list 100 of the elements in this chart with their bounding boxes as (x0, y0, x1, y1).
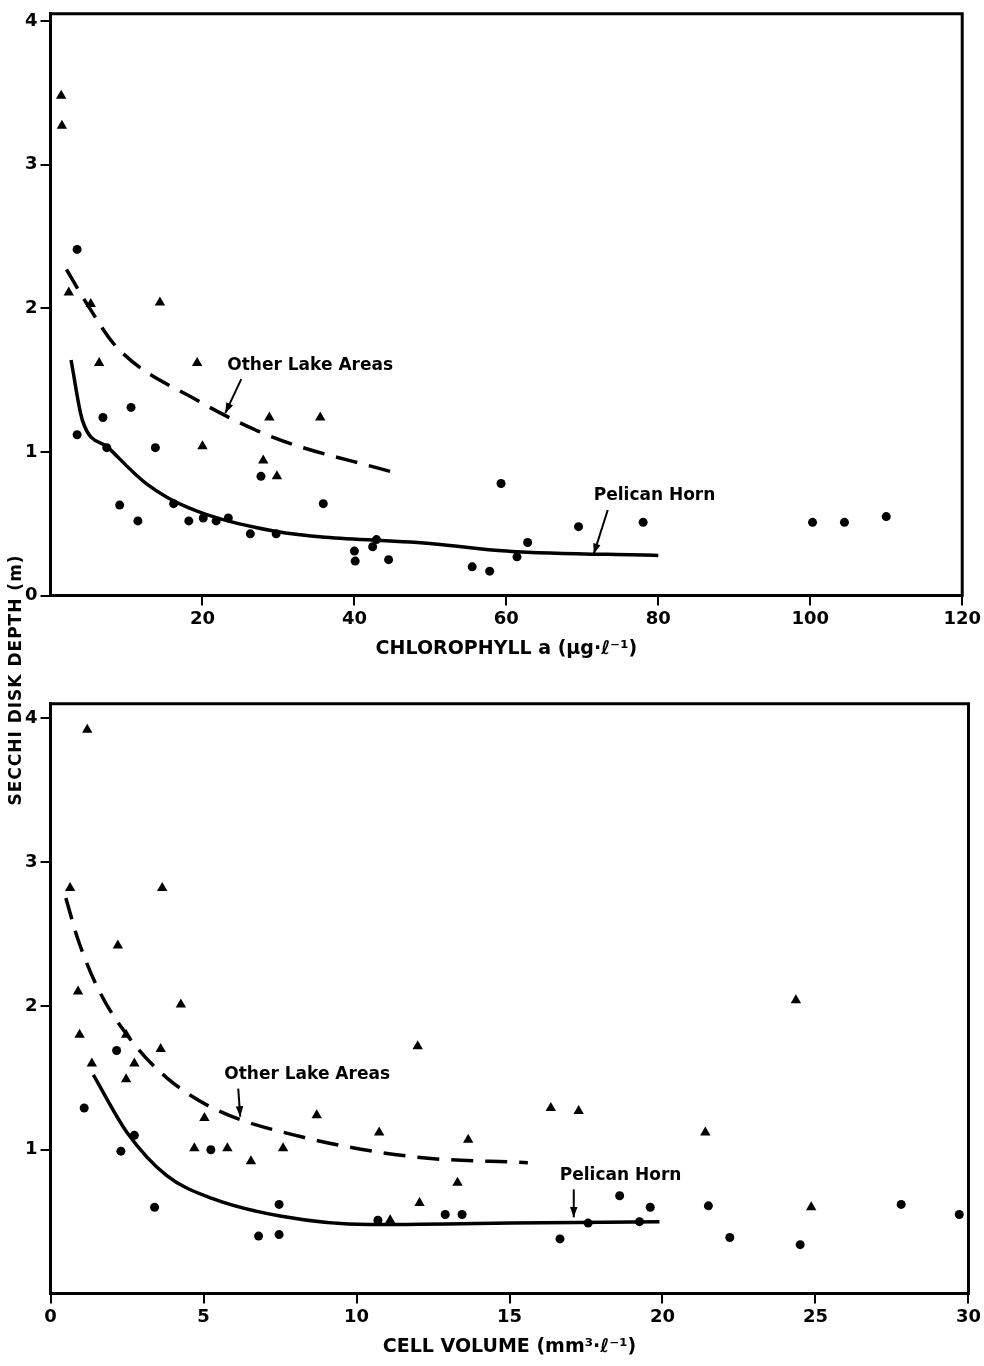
point (371, 535, 381, 545)
point (198, 513, 208, 523)
x-tick-label: 30 (955, 1305, 982, 1327)
point (574, 522, 584, 532)
point (72, 985, 84, 995)
y-tick-label: 4 (24, 8, 38, 30)
y-tick-label: 1 (24, 1137, 38, 1159)
point (154, 296, 166, 306)
point (896, 1199, 906, 1209)
point (485, 566, 495, 576)
y-tick-label: 1 (24, 439, 38, 461)
y-tick-label: 0 (24, 583, 38, 605)
point (412, 1040, 423, 1050)
point (223, 513, 233, 523)
point (115, 500, 125, 510)
x-tick-label: 120 (943, 607, 981, 629)
point (467, 562, 477, 572)
point (512, 552, 522, 562)
x-tick-label: 20 (649, 1305, 676, 1327)
point (545, 1102, 556, 1112)
point (55, 89, 67, 99)
point (102, 443, 112, 453)
point (271, 470, 283, 480)
point (806, 1201, 817, 1211)
point (795, 1240, 805, 1250)
x-tick-label: 40 (341, 607, 367, 629)
point (808, 517, 818, 527)
x-tick-label: 15 (496, 1305, 523, 1327)
point (573, 1104, 584, 1114)
point (274, 1199, 284, 1209)
x-axis-title: CELL VOLUME (mm³·ℓ⁻¹) (382, 1333, 637, 1356)
point (496, 479, 506, 489)
point (954, 1209, 964, 1219)
point (120, 1073, 132, 1083)
point (311, 1109, 322, 1119)
point (116, 1146, 126, 1156)
point (191, 356, 203, 366)
y-tick-label: 3 (24, 152, 38, 174)
point (155, 1043, 166, 1053)
point (635, 1217, 645, 1227)
point (82, 723, 93, 733)
point (638, 517, 648, 527)
y-tick-label: 4 (24, 705, 38, 727)
y-tick-label: 2 (24, 295, 38, 317)
point (72, 244, 82, 254)
point (583, 1218, 593, 1228)
point (157, 881, 168, 891)
point (189, 1142, 200, 1152)
point (129, 1130, 139, 1140)
point (120, 1028, 132, 1038)
point (790, 994, 802, 1004)
point (85, 297, 96, 307)
point (881, 512, 891, 522)
annotation: Pelican Horn (559, 1163, 682, 1184)
point (615, 1191, 625, 1201)
point (414, 1196, 425, 1206)
y-tick-label: 3 (24, 849, 38, 871)
y-tick-label: 2 (24, 993, 38, 1015)
x-tick-label: 20 (189, 607, 215, 629)
line-series (69, 358, 661, 558)
point (184, 516, 194, 526)
point (72, 430, 82, 440)
point (452, 1176, 463, 1186)
point (440, 1209, 450, 1219)
point (271, 529, 281, 539)
point (211, 516, 221, 526)
x-tick-label: 0 (44, 1305, 57, 1327)
point (457, 1209, 467, 1219)
point (384, 1214, 396, 1224)
point (199, 1112, 210, 1122)
point (725, 1233, 735, 1242)
point (384, 555, 394, 565)
point (245, 1155, 257, 1165)
point (169, 499, 179, 509)
point (64, 881, 76, 891)
point (277, 1142, 289, 1152)
point (274, 1230, 284, 1240)
point (318, 499, 328, 509)
point (463, 1133, 474, 1143)
point (368, 542, 378, 552)
point (350, 556, 360, 566)
point (150, 1202, 160, 1212)
point (126, 402, 136, 412)
x-tick-label: 25 (802, 1305, 829, 1327)
point (74, 1028, 85, 1038)
point (197, 440, 208, 450)
y-axis-title: SECCHI DISK DEPTH (m) (5, 554, 25, 806)
point (523, 537, 533, 547)
point (112, 1045, 122, 1055)
x-tick-label: 10 (343, 1305, 370, 1327)
point (245, 529, 255, 539)
annotation: Other Lake Areas (224, 1063, 391, 1084)
point (703, 1201, 713, 1211)
point (256, 471, 266, 481)
point (79, 1103, 89, 1113)
x-tick-label: 80 (645, 607, 671, 629)
point (839, 517, 849, 527)
point (206, 1145, 216, 1155)
annotation: Pelican Horn (593, 484, 716, 505)
x-tick-label: 100 (791, 607, 830, 629)
